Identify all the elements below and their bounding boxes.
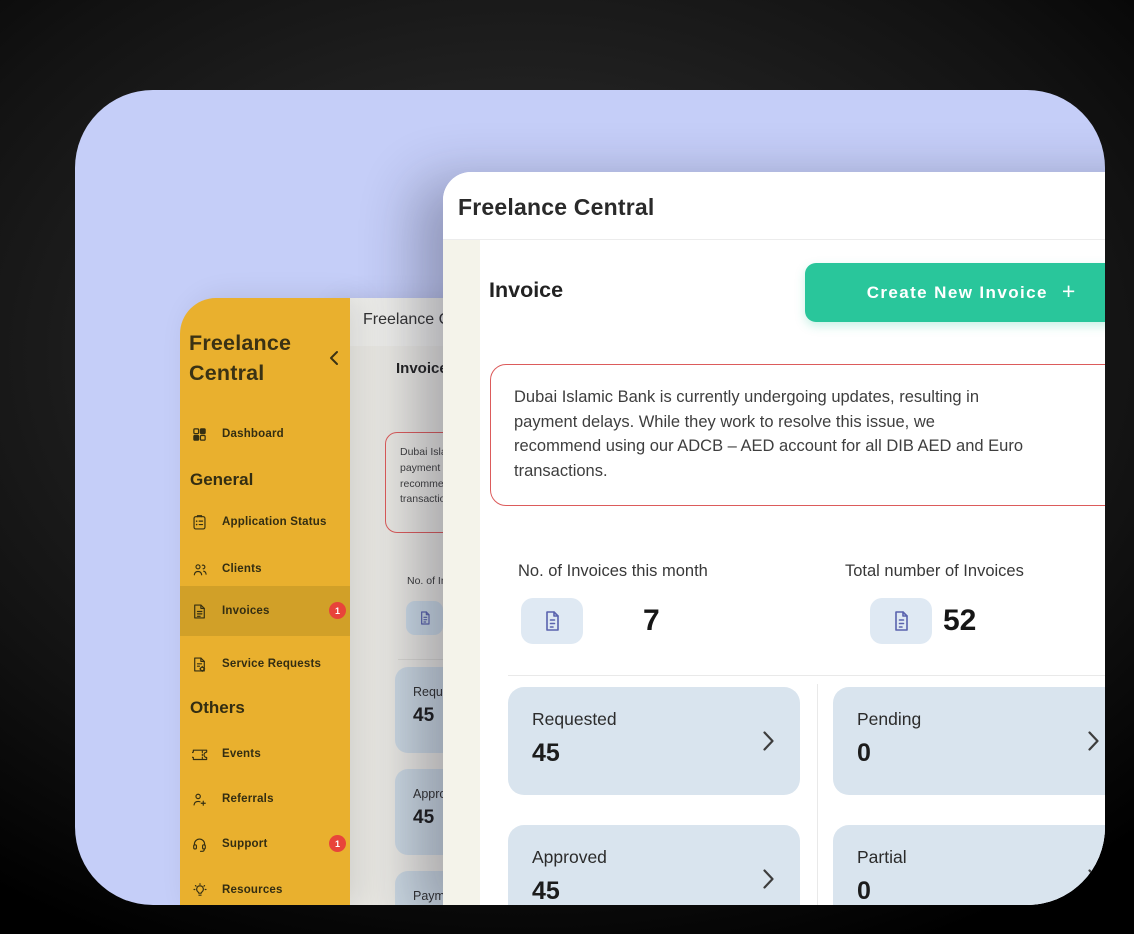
referrals-icon [191, 790, 208, 808]
front-window-header: Freelance Central [443, 172, 1105, 240]
sidebar-item-label: Service Requests [222, 658, 322, 670]
dashboard-grid-icon [191, 425, 208, 443]
card-value: 45 [532, 739, 560, 767]
summary-card-partial[interactable]: Partial 0 [833, 825, 1105, 905]
chevron-left-icon [328, 350, 342, 366]
sidebar-item-support[interactable]: Support 1 [180, 828, 350, 860]
sidebar-item-label: Clients [222, 563, 262, 575]
summary-card-approved[interactable]: Approved 45 [508, 825, 800, 905]
collapsed-sidebar-strip [443, 240, 480, 905]
sidebar-item-invoices[interactable]: Invoices 1 [180, 586, 350, 636]
plus-icon: + [1061, 278, 1076, 304]
stat-label-month: No. of Invoices this month [518, 562, 708, 580]
sidebar-item-dashboard[interactable]: Dashboard [180, 418, 350, 450]
sidebar-section-general: General [190, 470, 254, 489]
sidebar-item-service-requests[interactable]: Service Requests [180, 648, 350, 680]
support-headset-icon [191, 835, 208, 853]
chevron-right-icon [1088, 869, 1099, 889]
card-label: Requested [532, 709, 617, 729]
chevron-right-icon [763, 731, 774, 751]
sidebar-item-events[interactable]: Events [180, 738, 350, 770]
front-app-window: Freelance Central Invoice Create New Inv… [443, 172, 1105, 905]
service-requests-icon [191, 655, 208, 673]
sidebar-item-label: Application Status [222, 516, 327, 528]
card-value: 45 [413, 705, 435, 726]
card-label: Pending [857, 709, 922, 729]
notice-line: Dubai Islamic Bank is currently undergoi… [514, 388, 979, 406]
stat-value-month: 7 [643, 604, 660, 637]
create-button-label: Create New Invoice [866, 282, 1048, 302]
summary-card-requested[interactable]: Requested 45 [508, 687, 800, 795]
card-label: Partial [857, 847, 907, 867]
card-value: 0 [857, 739, 871, 767]
card-value: 45 [413, 807, 435, 828]
document-icon [540, 609, 564, 633]
notice-line: transactions. [514, 461, 608, 480]
column-divider [817, 684, 818, 905]
stat-icon-box [521, 598, 583, 644]
front-window-title: Freelance Central [458, 194, 655, 220]
chevron-right-icon [1088, 731, 1099, 751]
rounded-canvas: Freelance Central Invoice Dubai Islamic … [75, 90, 1105, 905]
back-stat-icon-box [406, 601, 443, 635]
stat-value-total: 52 [943, 604, 977, 637]
create-new-invoice-button[interactable]: Create New Invoice + [805, 263, 1105, 322]
sidebar-item-label: Referrals [222, 793, 274, 805]
sidebar-item-resources[interactable]: Resources [180, 874, 350, 905]
section-divider [508, 675, 1105, 676]
invoices-icon [191, 602, 208, 620]
support-badge: 1 [329, 835, 346, 852]
sidebar-section-others: Others [190, 698, 245, 717]
stat-icon-box [870, 598, 932, 644]
summary-card-pending[interactable]: Pending 0 [833, 687, 1105, 795]
app-sidebar: Freelance Central Dashboard General Appl… [180, 298, 350, 905]
sidebar-item-application-status[interactable]: Application Status [180, 506, 350, 538]
bank-notice-banner: Dubai Islamic Bank is currently undergoi… [490, 364, 1105, 506]
card-value: 0 [857, 877, 871, 905]
brand-line-1: Freelance [189, 331, 292, 355]
application-status-icon [191, 513, 208, 531]
sidebar-item-label: Invoices [222, 605, 270, 617]
resources-bulb-icon [191, 881, 208, 899]
sidebar-item-clients[interactable]: Clients [180, 553, 350, 585]
notice-line: payment delays. While they work to resol… [514, 412, 935, 431]
card-label: Approved [532, 847, 607, 867]
brand-line-2: Central [189, 361, 265, 385]
sidebar-item-label: Support [222, 838, 268, 850]
page-title: Invoice [489, 278, 564, 302]
chevron-right-icon [763, 869, 774, 889]
clients-icon [191, 560, 208, 578]
brand-logo: Freelance Central [189, 328, 291, 388]
sidebar-item-label: Resources [222, 884, 283, 896]
stat-label-total: Total number of Invoices [845, 562, 1024, 580]
notice-line: recommend using our ADCB – AED account f… [514, 437, 1024, 456]
back-page-title: Invoice [396, 360, 448, 377]
sidebar-item-label: Dashboard [222, 428, 284, 440]
sidebar-item-label: Events [222, 748, 261, 760]
document-icon [417, 610, 433, 626]
sidebar-collapse-button[interactable] [328, 350, 342, 366]
card-value: 45 [532, 877, 560, 905]
sidebar-item-referrals[interactable]: Referrals [180, 783, 350, 815]
events-ticket-icon [191, 745, 208, 763]
invoices-badge: 1 [329, 602, 346, 619]
document-icon [889, 609, 913, 633]
